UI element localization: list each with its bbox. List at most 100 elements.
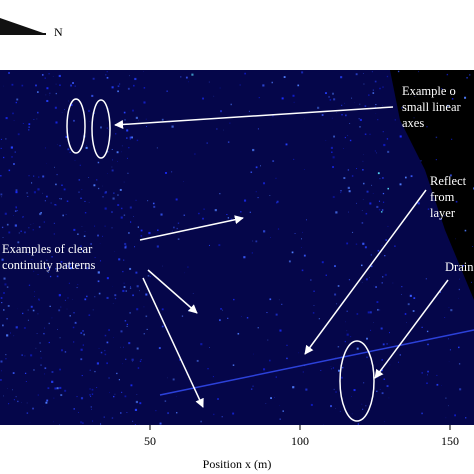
speckle-dot <box>372 193 374 194</box>
speckle-dot <box>106 277 109 280</box>
speckle-dot <box>36 118 38 120</box>
speckle-dot <box>96 362 99 365</box>
speckle-dot <box>376 390 378 393</box>
speckle-dot <box>33 175 35 177</box>
speckle-dot <box>7 305 10 307</box>
speckle-dot <box>158 347 161 350</box>
speckle-dot <box>69 267 72 270</box>
radar-image <box>0 70 474 425</box>
speckle-dot <box>37 188 40 191</box>
speckle-dot <box>27 319 29 321</box>
speckle-dot <box>94 296 96 298</box>
speckle-dot <box>45 401 48 404</box>
speckle-dot <box>104 353 107 356</box>
speckle-dot <box>80 421 83 424</box>
speckle-dot <box>66 265 69 268</box>
speckle-dot <box>70 103 73 106</box>
speckle-dot <box>24 355 26 357</box>
speckle-dot <box>128 147 130 149</box>
speckle-dot <box>321 114 324 116</box>
speckle-dot <box>399 135 402 138</box>
speckle-dot <box>73 312 75 314</box>
speckle-dot <box>92 309 94 311</box>
speckle-dot <box>387 150 390 153</box>
annotation-text: Examples of clear <box>2 242 93 256</box>
speckle-dot <box>183 181 184 182</box>
speckle-dot <box>125 290 127 292</box>
speckle-dot <box>374 106 377 108</box>
speckle-dot <box>171 230 173 232</box>
speckle-dot <box>100 423 102 425</box>
speckle-dot <box>212 376 214 378</box>
speckle-dot <box>26 412 29 414</box>
speckle-dot <box>94 370 96 373</box>
speckle-dot <box>164 400 167 402</box>
speckle-dot <box>161 308 164 311</box>
speckle-dot <box>377 172 380 175</box>
speckle-dot <box>55 183 57 186</box>
speckle-dot <box>288 260 291 263</box>
speckle-dot <box>84 231 86 232</box>
speckle-dot <box>103 416 105 418</box>
speckle-dot <box>8 72 10 74</box>
speckle-dot <box>359 126 361 128</box>
speckle-dot <box>60 306 62 308</box>
speckle-dot <box>2 156 5 159</box>
speckle-dot <box>53 421 54 423</box>
speckle-dot <box>337 345 340 348</box>
speckle-dot <box>253 353 254 355</box>
speckle-dot <box>340 104 343 107</box>
speckle-dot <box>303 169 305 170</box>
speckle-dot <box>126 129 129 132</box>
speckle-dot <box>357 423 360 425</box>
speckle-dot <box>382 105 383 106</box>
speckle-dot <box>73 119 75 122</box>
speckle-dot <box>59 198 61 200</box>
speckle-dot <box>111 86 114 89</box>
speckle-dot <box>106 362 108 365</box>
speckle-dot <box>58 74 61 78</box>
speckle-dot <box>426 374 428 376</box>
speckle-dot <box>377 376 379 378</box>
speckle-dot <box>325 140 327 141</box>
speckle-dot <box>317 106 320 109</box>
speckle-dot <box>44 200 46 202</box>
speckle-dot <box>28 126 30 128</box>
speckle-dot <box>387 187 390 190</box>
speckle-dot <box>334 265 336 268</box>
speckle-dot <box>76 396 78 398</box>
speckle-dot <box>406 322 407 323</box>
speckle-dot <box>22 123 24 124</box>
speckle-dot <box>14 151 16 153</box>
speckle-dot <box>374 150 376 152</box>
speckle-dot <box>68 100 69 102</box>
speckle-dot <box>394 245 396 247</box>
speckle-dot <box>118 258 121 261</box>
speckle-dot <box>132 420 134 422</box>
speckle-dot <box>363 83 365 85</box>
speckle-dot <box>6 223 9 226</box>
speckle-dot <box>64 351 67 353</box>
speckle-dot <box>12 372 15 374</box>
speckle-dot <box>377 249 380 252</box>
speckle-dot <box>28 284 31 286</box>
speckle-dot <box>134 408 138 412</box>
speckle-dot <box>59 368 61 371</box>
speckle-dot <box>15 207 17 209</box>
speckle-dot <box>427 343 429 346</box>
speckle-dot <box>266 312 268 314</box>
speckle-dot <box>97 161 100 164</box>
speckle-dot <box>123 111 126 114</box>
speckle-dot <box>126 157 129 159</box>
ellipse <box>66 98 86 154</box>
speckle-dot <box>102 196 104 198</box>
speckle-dot <box>3 309 5 311</box>
speckle-dot <box>156 245 159 248</box>
speckle-dot <box>425 278 427 280</box>
speckle-dot <box>114 297 117 300</box>
speckle-dot <box>134 424 136 425</box>
speckle-dot <box>2 237 4 238</box>
speckle-dot <box>145 118 147 120</box>
speckle-dot <box>86 267 89 270</box>
speckle-dot <box>341 366 344 369</box>
